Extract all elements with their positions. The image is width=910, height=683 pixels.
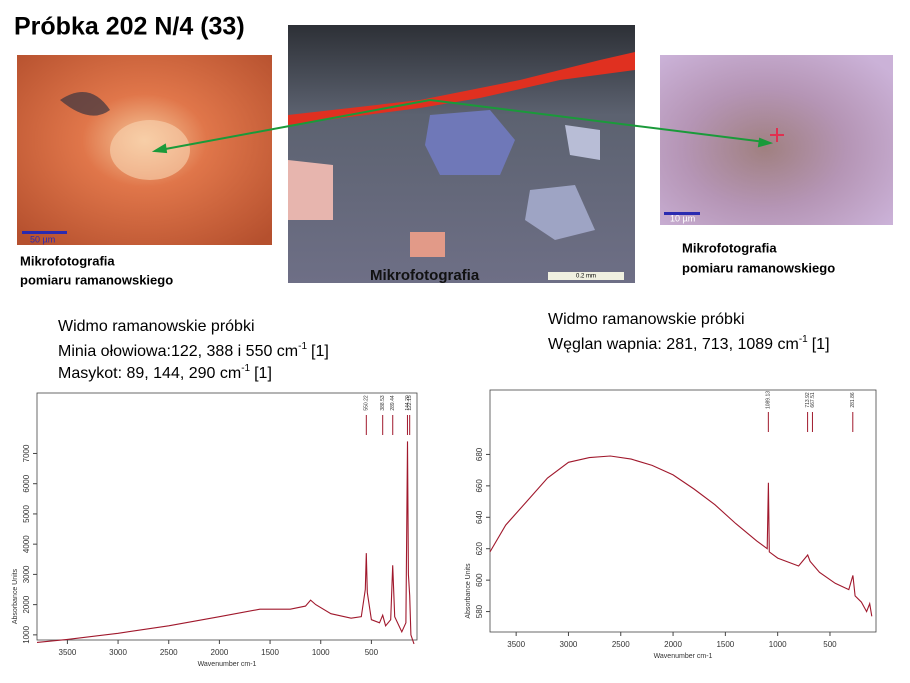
photo-center: 0.2 mm — [288, 25, 635, 283]
superscript: -1 — [799, 334, 808, 345]
peak-label: 667.51 — [810, 392, 816, 408]
spectrum-heading: Widmo ramanowskie próbki — [548, 311, 745, 328]
y-axis-label: Absorbance Units — [12, 568, 19, 624]
x-tick-label: 2000 — [664, 640, 682, 649]
x-tick-label: 1000 — [769, 640, 787, 649]
y-tick-label: 1000 — [22, 625, 31, 643]
x-tick-label: 3500 — [507, 640, 525, 649]
reference: [1] — [812, 336, 830, 353]
caption: Mikrofotografia — [20, 253, 115, 268]
x-tick-label: 3000 — [560, 640, 578, 649]
y-tick-label: 6000 — [22, 474, 31, 492]
scale-label: 10 µm — [670, 213, 695, 223]
x-tick-label: 2500 — [612, 640, 630, 649]
peak-label: 713.92 — [805, 392, 811, 408]
y-tick-label: 620 — [475, 541, 484, 555]
x-tick-label: 2500 — [160, 648, 178, 657]
y-tick-label: 600 — [475, 573, 484, 587]
spectrum-line — [36, 441, 415, 645]
caption: pomiaru ramanowskiego — [682, 260, 835, 275]
x-tick-label: 500 — [823, 640, 837, 649]
x-tick-label: 1500 — [716, 640, 734, 649]
spectrum-description: Masykot: 89, 144, 290 cm-1 [1] — [58, 363, 272, 383]
x-axis-label: Wavenumber cm-1 — [198, 661, 257, 668]
text: Węglan wapnia: 281, 713, 1089 cm — [548, 336, 799, 353]
scale-label: 0.2 mm — [576, 274, 596, 280]
text: Masykot: 89, 144, 290 cm — [58, 365, 241, 382]
x-tick-label: 3500 — [59, 648, 77, 657]
photo-left: 50 µm — [17, 55, 272, 245]
x-tick-label: 2000 — [211, 648, 229, 657]
x-axis-label: Wavenumber cm-1 — [654, 653, 713, 660]
y-tick-label: 3000 — [22, 565, 31, 583]
spectrum-line — [489, 455, 873, 617]
x-tick-label: 500 — [365, 648, 379, 657]
photo-right: 10 µm — [660, 55, 893, 225]
y-tick-label: 2000 — [22, 595, 31, 613]
peak-label: 122.15 — [407, 395, 413, 411]
y-tick-label: 580 — [475, 604, 484, 618]
superscript: -1 — [298, 341, 307, 352]
x-tick-label: 1500 — [261, 648, 279, 657]
reference: [1] — [254, 365, 272, 382]
scale-label: 50 µm — [30, 234, 55, 244]
y-axis-label: Absorbance Units — [465, 563, 472, 619]
x-tick-label: 1000 — [312, 648, 330, 657]
spectrum-description: Minia ołowiowa:122, 388 i 550 cm-1 [1] — [58, 341, 329, 361]
y-tick-label: 680 — [475, 447, 484, 461]
spectrum-heading: Widmo ramanowskie próbki — [58, 318, 255, 335]
peak-label: 289.44 — [390, 395, 396, 411]
y-tick-label: 4000 — [22, 535, 31, 553]
peak-label: 550.22 — [364, 395, 370, 411]
peak-label: 144.20 — [405, 395, 411, 411]
caption: pomiaru ramanowskiego — [20, 272, 173, 287]
plot-frame — [489, 389, 877, 633]
y-tick-label: 5000 — [22, 504, 31, 522]
x-tick-label: 3000 — [109, 648, 127, 657]
title: Próbka 202 N/4 (33) — [14, 13, 245, 41]
peak-label: 281.86 — [850, 392, 856, 408]
y-tick-label: 7000 — [22, 444, 31, 462]
peak-label: 1089.13 — [766, 391, 772, 409]
caption: Mikrofotografia — [682, 240, 777, 255]
spectrum-description: Węglan wapnia: 281, 713, 1089 cm-1 [1] — [548, 334, 830, 354]
plot-frame — [36, 392, 418, 641]
y-tick-label: 660 — [475, 479, 484, 493]
text: Minia ołowiowa:122, 388 i 550 cm — [58, 343, 298, 360]
caption: Mikrofotografia — [370, 267, 480, 284]
reference: [1] — [311, 343, 329, 360]
peak-label: 388.53 — [380, 395, 386, 411]
y-tick-label: 640 — [475, 510, 484, 524]
arrows — [151, 99, 774, 154]
superscript: -1 — [241, 363, 250, 374]
